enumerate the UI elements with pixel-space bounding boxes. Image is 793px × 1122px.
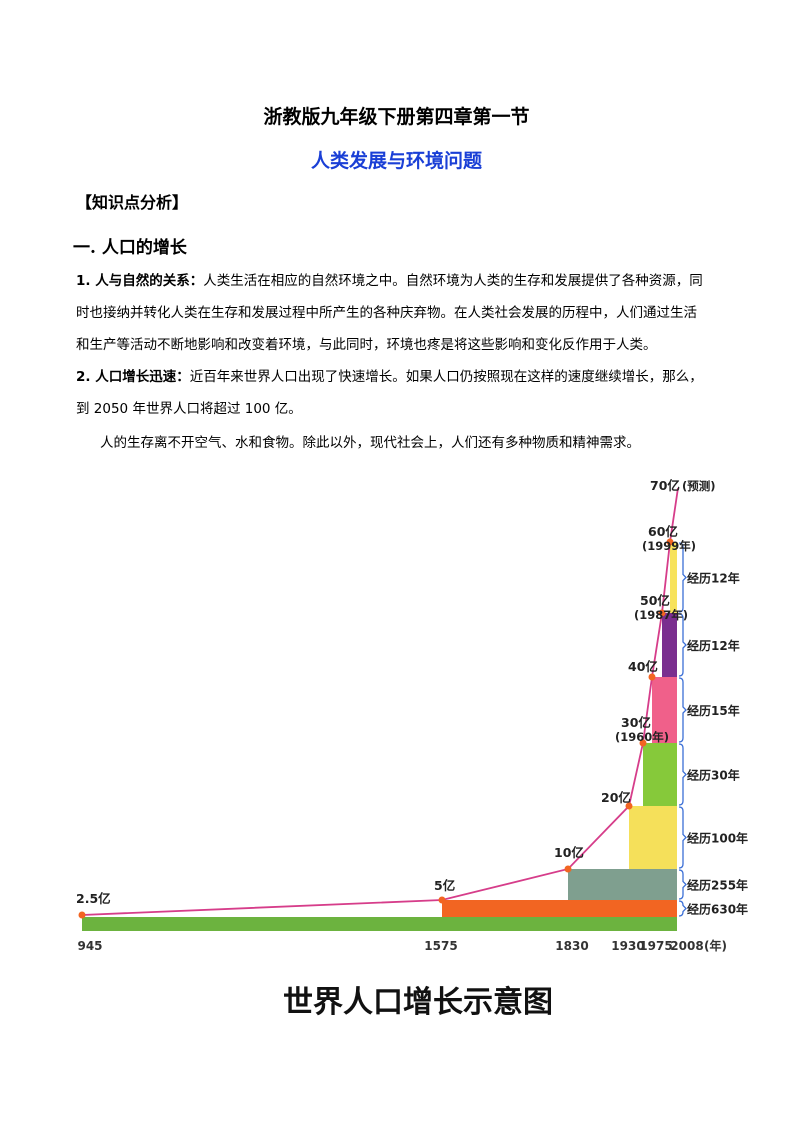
data-point (639, 739, 647, 747)
chart-bars (82, 542, 687, 931)
paragraph-text: 到 2050 年世界人口将超过 100 亿。 (76, 401, 302, 417)
interval-bar (568, 869, 677, 900)
interval-bracket (678, 743, 687, 806)
x-tick-label: 1830 (555, 939, 588, 953)
paragraph-text: 近百年来世界人口出现了快速增长。如果人口仍按照现在这样的速度继续增长，那么， (189, 369, 703, 385)
x-tick-label: 2008 (670, 939, 703, 953)
paragraph-needs: 人的生存离不开空气、水和食物。除此以外，现代社会上，人们还有多种物质和精神需求。 (100, 435, 640, 451)
data-point-label: 50亿 (640, 593, 670, 608)
data-point-label: 70亿 (650, 478, 680, 493)
interval-label: 经历100年 (687, 831, 748, 846)
section-heading: 【知识点分析】 (76, 193, 189, 212)
paragraph-label: 2. 人口增长迅速： (76, 369, 190, 385)
interval-label: 经历12年 (687, 571, 740, 586)
chart-title: 世界人口增长示意图 (283, 985, 553, 1020)
data-point (666, 538, 674, 546)
data-point-label: 20亿 (601, 790, 631, 805)
data-point-sublabel: (预测) (682, 479, 716, 493)
base-bar (82, 917, 677, 931)
interval-bracket (678, 613, 687, 677)
data-point (648, 673, 656, 681)
document-title: 浙教版九年级下册第四章第一节 (263, 106, 530, 128)
data-point (78, 911, 86, 919)
paragraph-text: 时也接纳并转化人类在生存和发展过程中所产生的各种庆弃物。在人类社会发展的历程中，… (76, 305, 697, 321)
interval-label: 经历15年 (687, 703, 740, 718)
interval-label: 经历30年 (687, 768, 740, 783)
interval-bracket (678, 542, 687, 613)
heading-population-growth: 一. 人口的增长 (73, 238, 187, 258)
data-point-label: 10亿 (554, 845, 584, 860)
interval-bracket (678, 900, 687, 917)
data-point-label: 30亿 (621, 715, 651, 730)
interval-label: 经历255年 (687, 878, 748, 893)
data-point-label: 2.5亿 (76, 891, 111, 906)
x-tick-label: 945 (77, 939, 102, 953)
paragraph-text: 人类生活在相应的自然环境之中。自然环境为人类的生存和发展提供了各种资源，同 (203, 273, 703, 289)
interval-bracket (678, 677, 687, 743)
interval-bar (643, 743, 677, 806)
interval-bar (662, 613, 677, 677)
data-point (564, 865, 572, 873)
interval-bracket (678, 806, 687, 869)
x-tick-label: 1975 (639, 939, 672, 953)
x-axis-unit: (年) (704, 938, 727, 953)
interval-bar (670, 542, 677, 613)
data-point-label: 60亿 (648, 524, 678, 539)
x-tick-label: 1930 (611, 939, 644, 953)
interval-bar (652, 677, 677, 743)
chart-labels: 经历630年经历255年经历100年经历30年经历15年经历12年经历12年2.… (76, 478, 748, 953)
paragraph-population-growth: 2. 人口增长迅速：近百年来世界人口出现了快速增长。如果人口仍按照现在这样的速度… (76, 361, 726, 425)
paragraph-label: 1. 人与自然的关系： (76, 273, 204, 289)
data-point-label: 40亿 (628, 659, 658, 674)
x-tick-label: 1575 (424, 939, 457, 953)
population-growth-chart: 经历630年经历255年经历100年经历30年经历15年经历12年经历12年2.… (76, 478, 748, 1020)
interval-label: 经历12年 (687, 638, 740, 653)
data-point (625, 802, 633, 810)
data-point-sublabel: (1960年) (615, 730, 669, 744)
interval-bar (442, 900, 677, 917)
document-subtitle: 人类发展与环境问题 (310, 150, 482, 172)
paragraph-human-nature: 1. 人与自然的关系：人类生活在相应的自然环境之中。自然环境为人类的生存和发展提… (76, 265, 726, 361)
data-point-sublabel: (1999年) (642, 539, 696, 553)
population-curve (81, 487, 679, 916)
data-point (658, 609, 666, 617)
chart-curve (78, 487, 679, 919)
data-point (438, 896, 446, 904)
paragraph-text: 和生产等活动不断地影响和改变着环境，与此同时，环境也疼是将这些影响和变化反作用于… (76, 337, 657, 353)
data-point-label: 5亿 (434, 878, 455, 893)
data-point-sublabel: (1987年) (634, 608, 688, 622)
interval-bar (629, 806, 677, 869)
interval-bracket (678, 869, 687, 900)
interval-label: 经历630年 (687, 902, 748, 917)
